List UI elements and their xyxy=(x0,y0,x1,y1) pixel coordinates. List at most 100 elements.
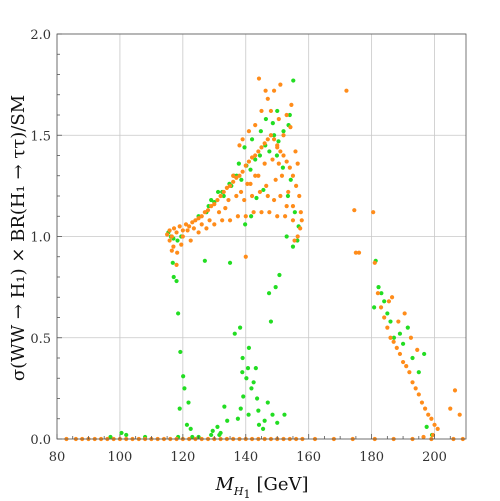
green-data-point xyxy=(391,335,397,340)
orange-data-point xyxy=(171,226,177,231)
orange-data-point xyxy=(407,370,412,375)
orange-data-point xyxy=(221,189,226,195)
green-data-point xyxy=(249,137,255,142)
orange-data-point xyxy=(259,145,264,150)
green-data-point xyxy=(410,355,415,361)
green-data-point xyxy=(240,370,245,375)
x-tick-label: 140 xyxy=(233,450,258,465)
orange-data-point xyxy=(352,208,357,213)
orange-data-point xyxy=(256,149,261,154)
orange-data-point xyxy=(177,224,182,229)
green-data-point xyxy=(174,278,179,284)
orange-data-point xyxy=(199,214,204,219)
green-data-point xyxy=(263,116,268,122)
orange-data-point xyxy=(290,218,296,223)
green-data-point xyxy=(249,386,254,391)
orange-data-point xyxy=(271,88,277,93)
green-data-point xyxy=(221,193,226,199)
orange-data-point xyxy=(378,305,384,310)
green-data-point xyxy=(246,412,251,417)
orange-data-point xyxy=(396,319,401,324)
orange-data-point xyxy=(419,400,425,405)
green-data-point xyxy=(249,214,254,219)
orange-data-point xyxy=(174,262,179,267)
green-data-point xyxy=(372,305,377,310)
green-data-point xyxy=(240,355,245,361)
orange-data-point xyxy=(284,112,289,118)
orange-data-point xyxy=(253,173,258,178)
green-data-point xyxy=(397,331,403,336)
orange-data-point xyxy=(249,193,255,199)
y-tick-label: 1.0 xyxy=(30,231,51,246)
orange-data-point xyxy=(283,214,288,219)
orange-data-point xyxy=(215,197,220,203)
green-data-point xyxy=(232,331,237,336)
orange-data-point xyxy=(270,157,275,162)
orange-data-point xyxy=(382,315,387,320)
orange-data-point xyxy=(295,234,300,239)
x-tick-label: 160 xyxy=(296,450,321,465)
orange-data-point xyxy=(386,299,392,304)
orange-data-point xyxy=(234,193,239,199)
orange-data-point xyxy=(267,210,272,215)
orange-data-point xyxy=(435,426,440,431)
orange-data-point xyxy=(212,202,217,207)
orange-data-point xyxy=(281,133,286,138)
green-data-point xyxy=(170,260,175,265)
green-data-point xyxy=(243,222,248,227)
orange-data-point xyxy=(256,76,262,81)
green-data-point xyxy=(271,133,277,138)
orange-data-point xyxy=(209,204,214,209)
orange-data-point xyxy=(205,208,211,213)
orange-data-point xyxy=(226,197,231,203)
green-data-point xyxy=(177,406,182,411)
orange-data-point xyxy=(243,254,248,259)
orange-data-point xyxy=(218,193,223,199)
x-axis-title: MH1 [GeV] xyxy=(214,474,308,501)
orange-data-point xyxy=(196,216,201,221)
orange-data-point xyxy=(237,143,242,148)
orange-data-point xyxy=(169,234,174,239)
grid-layer xyxy=(56,33,466,440)
green-data-point xyxy=(217,432,222,438)
orange-data-point xyxy=(273,177,278,182)
x-tick-label: 120 xyxy=(170,450,195,465)
orange-data-point xyxy=(353,250,358,255)
orange-data-point xyxy=(295,161,300,166)
orange-data-point xyxy=(271,197,277,203)
orange-data-point xyxy=(248,181,253,186)
orange-data-point xyxy=(191,226,196,231)
y-tick-label: 2.0 xyxy=(30,28,51,43)
orange-data-point xyxy=(293,149,298,154)
green-data-point xyxy=(266,291,272,296)
green-data-point xyxy=(277,272,282,278)
green-data-point xyxy=(244,376,249,381)
orange-data-point xyxy=(249,155,255,160)
green-data-point xyxy=(258,129,263,134)
green-data-point xyxy=(171,274,176,280)
green-data-point xyxy=(108,434,113,440)
green-data-point xyxy=(265,400,270,405)
orange-data-point xyxy=(243,214,248,219)
orange-data-point xyxy=(188,238,193,243)
green-data-point xyxy=(202,258,207,263)
orange-data-point xyxy=(432,422,437,427)
green-data-point xyxy=(273,285,278,290)
orange-data-point xyxy=(298,210,303,215)
orange-data-point xyxy=(238,189,244,195)
green-data-point xyxy=(222,404,227,409)
green-data-point xyxy=(376,285,381,290)
orange-data-point xyxy=(448,406,453,411)
y-tick-label: 1.5 xyxy=(30,129,51,144)
green-data-point xyxy=(119,430,124,436)
green-data-point xyxy=(280,165,285,170)
orange-data-point xyxy=(404,364,409,369)
green-data-point xyxy=(287,112,292,118)
orange-data-point xyxy=(287,165,292,170)
orange-data-point xyxy=(220,218,225,223)
x-tick-label: 100 xyxy=(108,450,133,465)
orange-data-point xyxy=(415,347,420,352)
orange-data-point xyxy=(174,230,179,235)
orange-data-point xyxy=(410,380,415,385)
